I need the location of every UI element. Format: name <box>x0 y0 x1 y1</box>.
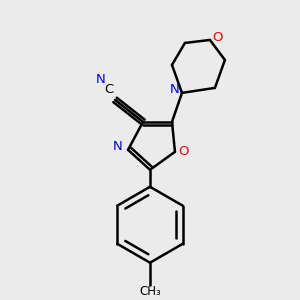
Text: N: N <box>96 74 106 86</box>
Text: CH₃: CH₃ <box>139 285 161 298</box>
Text: O: O <box>179 145 189 158</box>
Text: O: O <box>213 32 223 44</box>
Text: N: N <box>170 83 180 96</box>
Text: N: N <box>113 140 123 153</box>
Text: C: C <box>104 83 114 96</box>
